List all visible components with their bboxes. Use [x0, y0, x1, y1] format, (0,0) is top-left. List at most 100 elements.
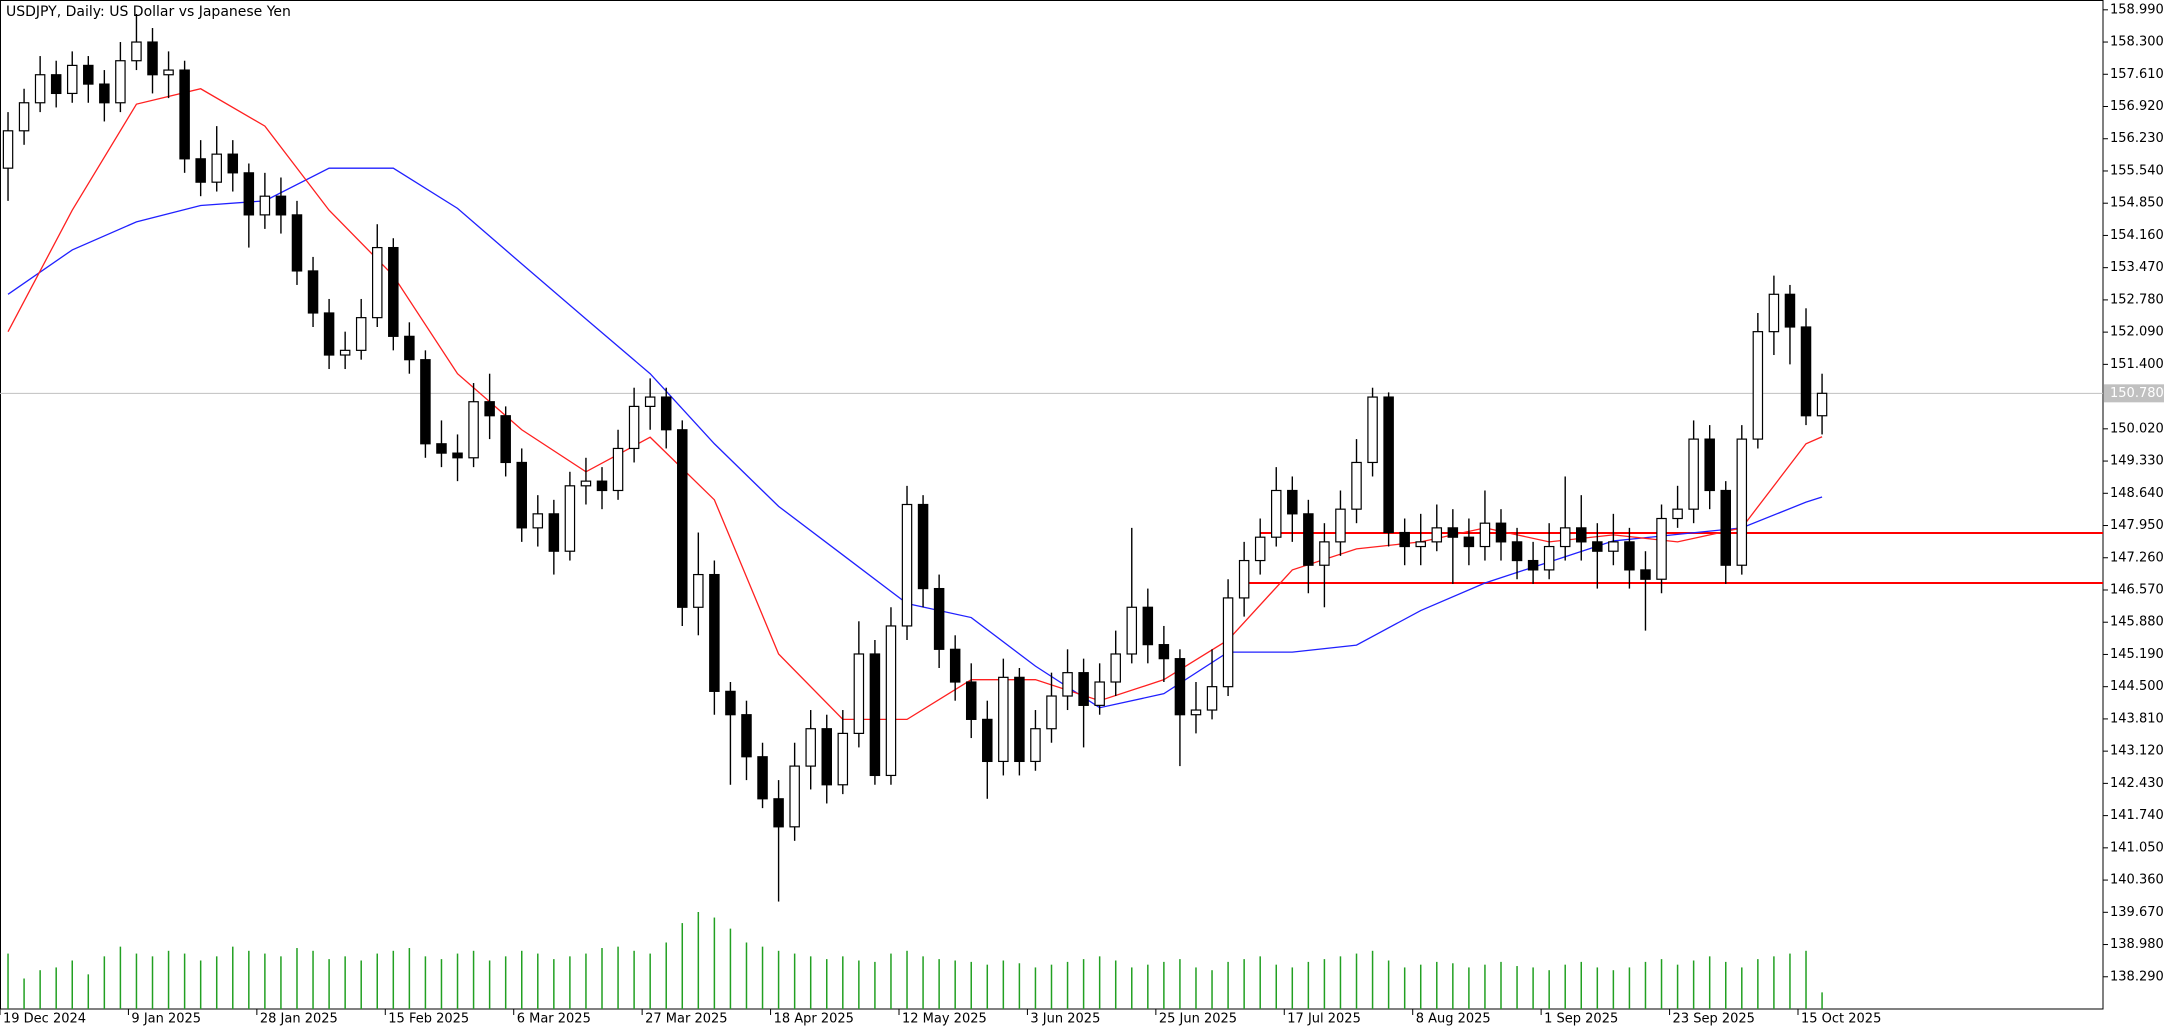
y-tick-label: 144.500: [2110, 679, 2164, 694]
candle-body: [243, 172, 255, 216]
candle-body: [99, 83, 110, 104]
x-tick-label: 6 Mar 2025: [517, 1012, 591, 1027]
y-tick-label: 143.810: [2110, 711, 2164, 726]
y-tick-label: 154.850: [2110, 196, 2164, 211]
candle-body: [1816, 392, 1828, 417]
candle-body: [1624, 541, 1635, 571]
y-tick-label: 141.740: [2110, 808, 2164, 823]
candle-body: [1736, 438, 1748, 566]
y-tick-label: 156.920: [2110, 99, 2164, 114]
candle-body: [1399, 531, 1410, 548]
candle-body: [516, 461, 527, 529]
candle-body: [307, 270, 319, 314]
y-tick-label: 138.980: [2110, 937, 2164, 952]
candle-body: [1206, 686, 1218, 711]
y-tick-label: 155.540: [2110, 163, 2164, 178]
candle-body: [725, 690, 736, 716]
candle-body: [291, 214, 303, 272]
y-tick-label: 149.330: [2110, 454, 2164, 469]
candle-body: [1784, 293, 1796, 328]
current-price-box: [2104, 384, 2164, 403]
candle-body: [50, 74, 62, 95]
candle-body: [131, 41, 142, 62]
candle-body: [837, 732, 849, 786]
candle-body: [1656, 517, 1667, 580]
y-tick-label: 153.470: [2110, 260, 2164, 275]
candle-body: [83, 64, 94, 85]
candle-body: [901, 503, 913, 627]
candle-body: [1254, 536, 1266, 562]
candle-body: [1062, 672, 1073, 697]
y-tick-label: 152.780: [2110, 292, 2164, 307]
candle-body: [965, 681, 977, 720]
candle-body: [1479, 522, 1491, 548]
candle-body: [821, 728, 833, 786]
candle-body: [259, 195, 271, 216]
x-tick-label: 25 Jun 2025: [1159, 1012, 1237, 1027]
candle-body: [18, 102, 30, 132]
y-tick-label: 142.430: [2110, 776, 2164, 791]
y-tick-label: 143.120: [2110, 744, 2164, 759]
chart-title: USDJPY, Daily: US Dollar vs Japanese Yen: [6, 4, 291, 20]
candle-body: [660, 396, 672, 431]
candle-body: [420, 359, 431, 445]
candle-body: [404, 335, 415, 361]
candle-body: [532, 513, 544, 529]
y-tick-label: 158.300: [2110, 35, 2164, 50]
candle-body: [1704, 438, 1715, 492]
y-tick-label: 156.230: [2110, 131, 2164, 146]
candle-body: [1768, 293, 1780, 333]
y-tick-label: 154.160: [2110, 228, 2164, 243]
candle-body: [853, 653, 865, 734]
candle-body: [1800, 326, 1812, 417]
candle-body: [1672, 508, 1683, 520]
candle-body: [436, 443, 447, 454]
candle-body: [1110, 653, 1121, 683]
candle-body: [339, 349, 351, 356]
candle-body: [1608, 541, 1619, 552]
candle-body: [1319, 541, 1330, 566]
x-tick-label: 27 Mar 2025: [645, 1012, 727, 1027]
y-tick-label: 145.190: [2110, 647, 2164, 662]
y-tick-label: 147.950: [2110, 518, 2164, 533]
candle-body: [741, 714, 752, 758]
x-tick-label: 15 Oct 2025: [1801, 1012, 1881, 1027]
candle-body: [885, 625, 897, 777]
candle-body: [1270, 489, 1282, 538]
candle-body: [1030, 728, 1041, 763]
candle-body: [1447, 527, 1459, 538]
candle-body: [500, 415, 511, 464]
y-tick-label: 150.020: [2110, 421, 2164, 436]
y-tick-label: 151.400: [2110, 357, 2164, 372]
candle-body: [323, 312, 335, 356]
candle-body: [789, 765, 800, 828]
candle-body: [163, 69, 174, 76]
candle-body: [1383, 396, 1394, 534]
candle-body: [612, 447, 624, 492]
candle-body: [1559, 527, 1571, 548]
candle-body: [1238, 559, 1250, 599]
y-tick-label: 157.610: [2110, 67, 2164, 82]
candle-body: [227, 153, 239, 174]
y-tick-label: 146.570: [2110, 582, 2164, 597]
candle-body: [1527, 559, 1539, 571]
candle-body: [709, 573, 720, 692]
candle-body: [115, 60, 126, 104]
candle-body: [388, 246, 399, 337]
x-tick-label: 18 Apr 2025: [774, 1012, 854, 1027]
candle-body: [1688, 438, 1699, 510]
candle-body: [644, 396, 656, 408]
moving-average: [7, 167, 1823, 709]
candle-body: [1367, 396, 1378, 464]
candle-body: [1576, 527, 1587, 543]
candle-body: [693, 573, 704, 608]
x-tick-label: 3 Jun 2025: [1030, 1012, 1100, 1027]
x-tick-label: 17 Jul 2025: [1287, 1012, 1361, 1027]
candle-body: [1287, 489, 1298, 515]
candle-body: [452, 452, 463, 459]
x-tick-label: 8 Aug 2025: [1416, 1012, 1491, 1027]
x-tick-label: 9 Jan 2025: [131, 1012, 201, 1027]
candle-body: [1463, 536, 1475, 548]
y-tick-label: 148.640: [2110, 486, 2164, 501]
